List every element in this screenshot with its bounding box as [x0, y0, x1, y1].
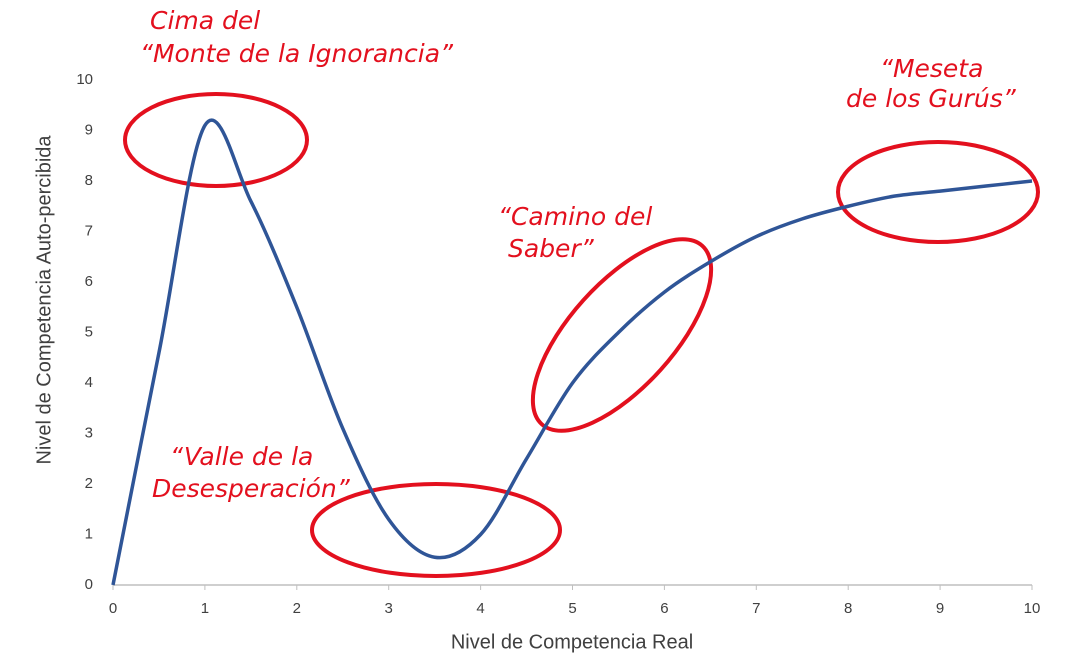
- y-tick-label: 9: [85, 121, 93, 138]
- annotation: “Meseta: [880, 54, 983, 83]
- series-line: [111, 118, 1033, 586]
- y-tick-label: 10: [76, 71, 93, 88]
- x-tick-label: 10: [1024, 600, 1041, 617]
- y-tick-label: 4: [85, 374, 93, 391]
- x-tick-label: 7: [752, 600, 760, 617]
- x-tick-label: 8: [844, 600, 852, 617]
- highlight-ellipse: [530, 237, 714, 433]
- annotation: “Monte de la Ignorancia”: [140, 39, 454, 68]
- x-axis-title: Nivel de Competencia Real: [451, 631, 693, 653]
- highlight-ellipses: [123, 92, 1040, 578]
- x-tick-label: 5: [568, 600, 576, 617]
- annotation: “Valle de la: [170, 442, 313, 471]
- highlight-ellipse: [123, 92, 309, 188]
- y-tick-label: 2: [85, 475, 93, 492]
- y-tick-label: 8: [85, 172, 93, 189]
- x-tick-label: 1: [201, 600, 209, 617]
- x-tick-label: 9: [936, 600, 944, 617]
- x-tick-label: 2: [293, 600, 301, 617]
- y-tick-label: 3: [85, 424, 93, 441]
- x-tick-label: 6: [660, 600, 668, 617]
- highlight-ellipse: [310, 482, 562, 578]
- x-tick-label: 4: [476, 600, 484, 617]
- y-tick-label: 0: [85, 576, 93, 593]
- y-tick-label: 6: [85, 273, 93, 290]
- y-tick-label: 7: [85, 222, 93, 239]
- annotation: Saber”: [508, 234, 595, 263]
- annotation: de los Gurús”: [846, 84, 1017, 113]
- highlight-ellipse: [836, 140, 1040, 244]
- y-tick-label: 1: [85, 525, 93, 542]
- y-axis-title: Nivel de Competencia Auto-percibida: [33, 135, 55, 465]
- y-tick-label: 5: [85, 323, 93, 340]
- annotation: Cima del: [150, 6, 260, 35]
- x-tick-label: 0: [109, 600, 117, 617]
- annotation: “Camino del: [498, 202, 652, 231]
- x-tick-label: 3: [385, 600, 393, 617]
- annotation: Desesperación”: [152, 474, 351, 503]
